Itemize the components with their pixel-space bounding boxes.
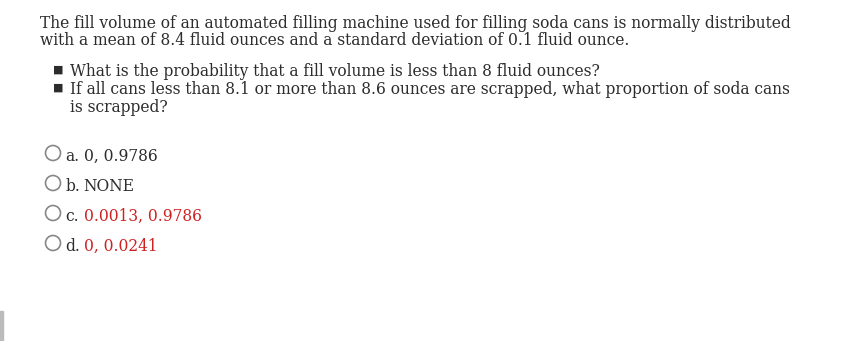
Text: d.: d. <box>65 238 80 255</box>
Text: b.: b. <box>65 178 80 195</box>
Text: is scrapped?: is scrapped? <box>70 99 168 116</box>
Text: If all cans less than 8.1 or more than 8.6 ounces are scrapped, what proportion : If all cans less than 8.1 or more than 8… <box>70 81 790 98</box>
Text: 0.0013, 0.9786: 0.0013, 0.9786 <box>84 208 201 225</box>
Text: What is the probability that a fill volume is less than 8 fluid ounces?: What is the probability that a fill volu… <box>70 63 600 80</box>
Text: a.: a. <box>65 148 80 165</box>
Bar <box>0 311 3 341</box>
Text: ■: ■ <box>53 65 63 75</box>
Text: NONE: NONE <box>84 178 135 195</box>
Text: ■: ■ <box>53 83 63 93</box>
Text: 0, 0.0241: 0, 0.0241 <box>84 238 157 255</box>
Text: The fill volume of an automated filling machine used for filling soda cans is no: The fill volume of an automated filling … <box>40 15 791 32</box>
Text: c.: c. <box>65 208 80 225</box>
Text: with a mean of 8.4 fluid ounces and a standard deviation of 0.1 fluid ounce.: with a mean of 8.4 fluid ounces and a st… <box>40 32 629 49</box>
Text: 0, 0.9786: 0, 0.9786 <box>84 148 157 165</box>
